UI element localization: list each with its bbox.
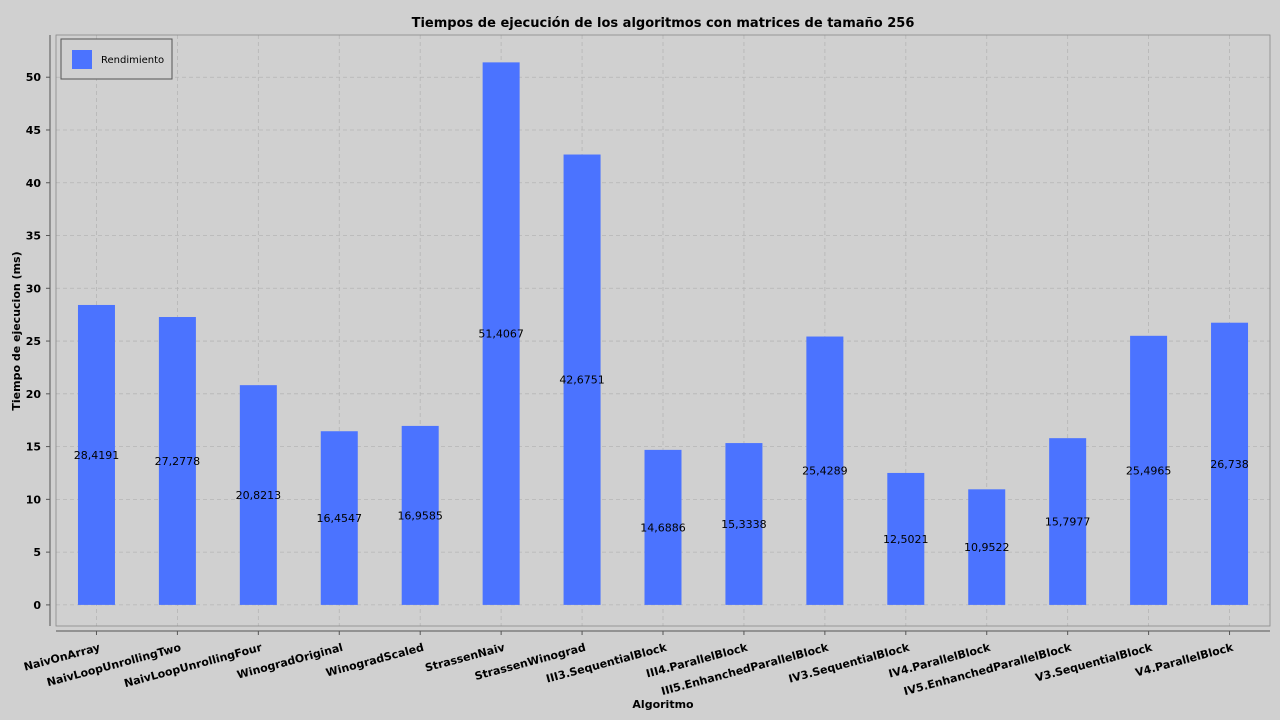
bar — [239, 385, 277, 605]
y-tick-label: 50 — [26, 71, 42, 84]
y-tick-label: 30 — [26, 282, 42, 295]
y-tick-label: 35 — [26, 230, 41, 243]
bar — [887, 472, 925, 605]
y-axis-label: Tiempo de ejecucion (ms) — [10, 251, 23, 410]
data-label: 25,4965 — [1126, 464, 1172, 477]
plot-border — [55, 34, 1271, 627]
data-label: 12,5021 — [883, 533, 929, 546]
x-tick-label: NaivLoopUnrollingTwo — [45, 641, 182, 689]
bar — [77, 304, 115, 605]
bar — [320, 431, 358, 605]
y-tick-label: 10 — [26, 493, 42, 506]
bar — [1049, 438, 1087, 605]
data-label: 15,7977 — [1045, 516, 1091, 529]
bar — [401, 425, 439, 605]
bar — [563, 154, 601, 605]
chart-title: Tiempos de ejecución de los algoritmos c… — [412, 16, 915, 31]
data-label: 42,6751 — [559, 374, 605, 387]
data-label: 51,4067 — [478, 328, 524, 341]
legend-swatch — [72, 50, 92, 69]
y-tick-label: 25 — [26, 335, 41, 348]
y-tick-label: 20 — [26, 388, 42, 401]
bar — [158, 317, 196, 605]
bar — [968, 489, 1006, 605]
data-label: 20,8213 — [236, 489, 282, 502]
legend: Rendimiento — [60, 38, 173, 80]
data-label: 25,4289 — [802, 465, 848, 478]
data-label: 15,3338 — [721, 518, 767, 531]
bar — [725, 443, 763, 605]
data-label: 14,6886 — [640, 521, 686, 534]
y-tick-label: 0 — [33, 599, 41, 612]
data-label: 26,738 — [1210, 458, 1249, 471]
bar — [1211, 322, 1249, 605]
legend-label: Rendimiento — [101, 55, 164, 66]
data-label: 27,2778 — [155, 455, 201, 468]
x-axis-label: Algoritmo — [632, 698, 694, 711]
plot-area: 0 5 10 15 20 25 30 35 40 45 50 28,4191 27,2778 20,821… — [22, 34, 1271, 698]
bar — [482, 62, 520, 605]
data-label: 28,4191 — [74, 449, 120, 462]
y-tick-label: 40 — [26, 177, 42, 190]
data-label: 16,9585 — [397, 509, 443, 522]
y-tick-label: 5 — [33, 546, 41, 559]
bar — [1130, 335, 1168, 605]
y-tick-label: 15 — [26, 441, 41, 454]
bar — [806, 336, 844, 605]
x-tick-label: NaivLoopUnrollingFour — [123, 641, 264, 691]
data-label: 16,4547 — [317, 512, 363, 525]
bar — [644, 449, 682, 605]
y-tick-label: 45 — [26, 124, 41, 137]
data-label: 10,9522 — [964, 541, 1010, 554]
